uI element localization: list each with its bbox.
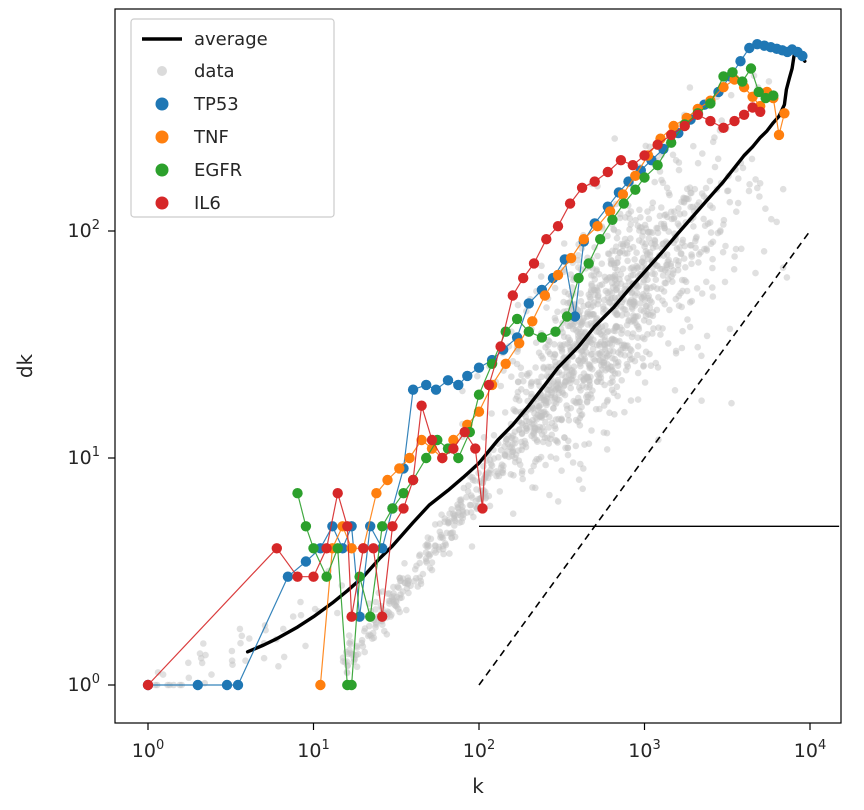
legend-label-il6: IL6 — [194, 193, 221, 214]
legend-label-tnf: TNF — [193, 127, 229, 148]
y-tick-label: 101 — [68, 445, 100, 469]
legend-tnf-marker — [155, 130, 169, 144]
legend-il6-marker — [155, 196, 169, 210]
x-tick-label: 101 — [297, 738, 329, 762]
gene-series — [142, 39, 808, 691]
average-polyline — [245, 49, 807, 654]
x-axis-label: k — [472, 774, 484, 798]
legend-box — [130, 18, 335, 218]
x-tick-label: 103 — [628, 738, 660, 762]
legend-egfr-marker — [155, 163, 169, 177]
y-tick-label: 100 — [68, 672, 100, 696]
legend-data-marker — [157, 66, 167, 76]
plot-frame — [114, 8, 842, 724]
legend-label-egfr: EGFR — [194, 160, 242, 181]
reference-guide-lines — [478, 230, 840, 686]
series-EGFR — [292, 63, 779, 691]
x-tick-label: 102 — [463, 738, 495, 762]
legend-label-average: average — [194, 29, 268, 50]
x-tick-label: 100 — [132, 738, 164, 762]
scatter-cloud-data — [145, 72, 791, 689]
dashed-reference-line — [478, 230, 811, 686]
legend-tp53-marker — [155, 97, 169, 111]
legend-label-tp53: TP53 — [193, 94, 239, 115]
legend-label-data: data — [194, 61, 235, 82]
legend: average data TP53 TNF EGFR IL6 — [130, 18, 335, 218]
x-tick-label: 104 — [794, 738, 826, 762]
y-tick-label: 102 — [68, 218, 100, 242]
y-axis-label: dk — [13, 353, 37, 378]
series-IL6 — [142, 102, 766, 691]
average-line — [245, 49, 807, 654]
